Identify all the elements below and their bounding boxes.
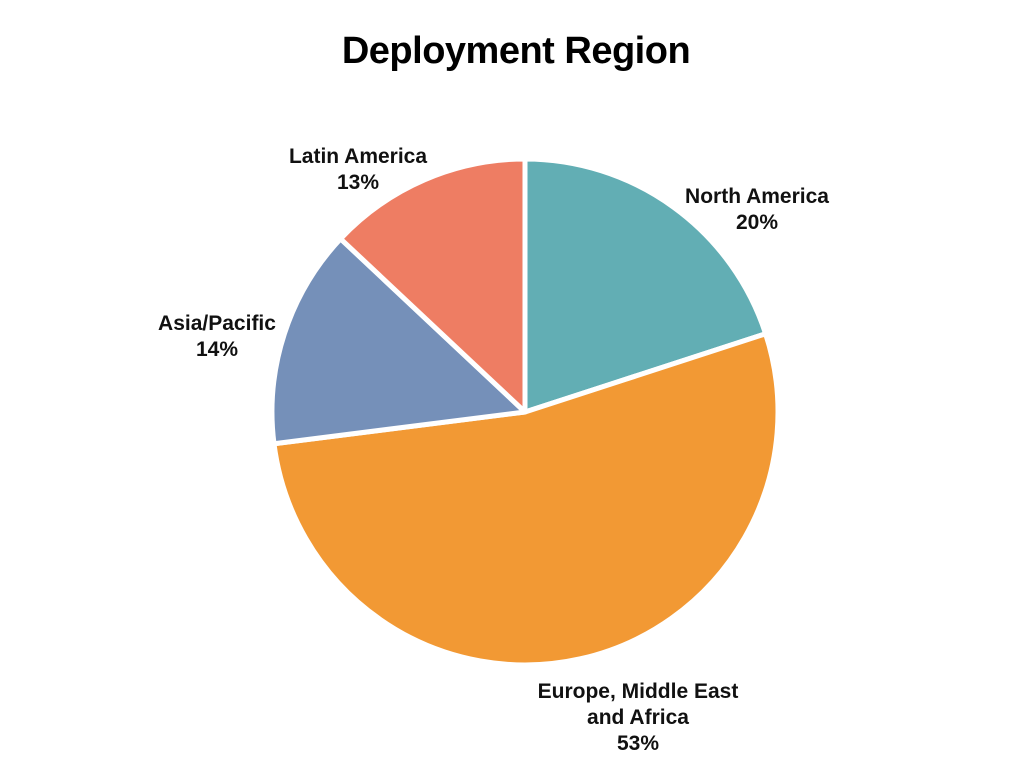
pie-slice-europe-middle-east-and-africa	[271, 331, 781, 668]
slice-percent: 20%	[736, 211, 778, 234]
slice-percent: 14%	[196, 338, 238, 361]
pie-slice-north-america	[522, 156, 769, 415]
slice-percent: 53%	[617, 732, 659, 755]
slice-label-north-america: North America 20%	[685, 185, 829, 234]
chart-title: Deployment Region	[341, 30, 691, 72]
slice-name: Europe, Middle East	[538, 680, 739, 703]
slice-label-europe-middle-east-and-africa: Europe, Middle East and Africa 53%	[538, 680, 739, 755]
slice-label-latin-america: Latin America 13%	[289, 145, 427, 194]
pie-slice-asia-pacific	[269, 236, 528, 447]
slice-name: Latin America	[289, 145, 427, 168]
slice-percent: 13%	[337, 171, 379, 194]
slice-name: Asia/Pacific	[158, 312, 276, 335]
slice-name: North America	[685, 185, 829, 208]
slice-name: and Africa	[587, 706, 689, 729]
pie-slices	[269, 156, 781, 668]
pie-slice-latin-america	[338, 156, 528, 415]
pie-labels: North America 20% Europe, Middle East and A…	[158, 145, 829, 755]
slice-label-asia-pacific: Asia/Pacific 14%	[158, 312, 276, 361]
